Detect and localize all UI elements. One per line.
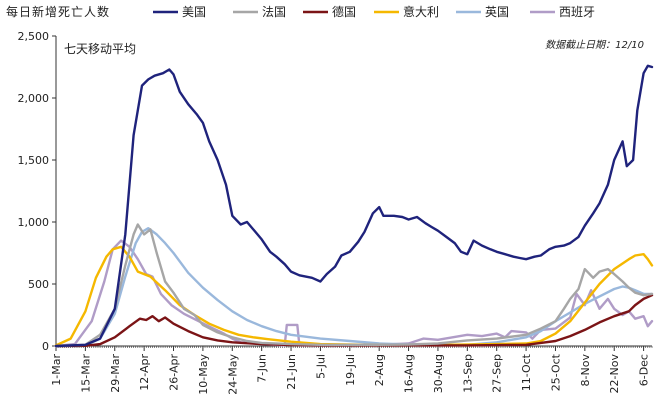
x-tick-label: 13-Sep	[461, 354, 474, 393]
x-tick-label: 19-Jul	[344, 354, 357, 386]
data-cutoff-note: 数据截止日期：12/10	[545, 39, 644, 51]
series-line	[54, 223, 654, 348]
x-tick-label: 12-Apr	[138, 354, 151, 391]
y-tick-label: 1,000	[18, 216, 50, 229]
y-tick-label: 1,500	[18, 154, 50, 167]
chart-title: 每日新增死亡人数	[6, 4, 110, 19]
x-tick-label: 2-Aug	[373, 354, 386, 386]
legend-label: 美国	[182, 5, 206, 19]
plot-area	[54, 64, 654, 348]
series-line	[54, 245, 654, 347]
legend-label: 德国	[332, 4, 356, 19]
y-axis: 0 500 1,000 1,500 2,000 2,500	[18, 30, 57, 353]
y-tick-label: 2,000	[18, 92, 50, 105]
x-tick-label: 1-Mar	[50, 354, 63, 386]
x-tick-label: 22-Nov	[608, 354, 621, 394]
series-line	[54, 294, 654, 348]
legend-label: 英国	[485, 5, 509, 19]
x-tick-label: 25-Oct	[549, 353, 562, 391]
x-tick-label: 5-Jul	[314, 354, 327, 379]
y-tick-label: 2,500	[18, 30, 50, 43]
x-tick-label: 6-Dec	[638, 354, 651, 386]
legend-label: 意大利	[403, 4, 439, 19]
x-tick-label: 29-Mar	[109, 354, 122, 393]
x-tick-label: 26-Apr	[168, 354, 181, 391]
x-tick-label: 27-Sep	[491, 354, 504, 393]
series-line	[54, 64, 654, 348]
legend-label: 法国	[262, 5, 286, 19]
x-tick-label: 15-Mar	[79, 354, 92, 393]
y-tick-label: 0	[42, 340, 49, 353]
x-tick-label: 11-Oct	[520, 353, 533, 391]
x-tick-label: 8-Nov	[579, 354, 592, 387]
legend-label: 西班牙	[559, 5, 595, 19]
chart-subtitle: 七天移动平均	[64, 42, 136, 56]
y-tick-label: 500	[28, 278, 49, 291]
x-tick-label: 16-Aug	[403, 354, 416, 393]
x-axis: 1-Mar 15-Mar 29-Mar 12-Apr 26-Apr 10-May 24-Ma…	[50, 345, 653, 395]
legend: 美国 法国 德国 意大利 英国 西班牙	[153, 4, 595, 19]
x-tick-label: 30-Aug	[432, 354, 445, 393]
x-tick-label: 21-Jun	[285, 354, 298, 390]
series-line	[54, 239, 654, 348]
x-tick-label: 7-Jun	[256, 354, 269, 383]
x-tick-label: 24-May	[226, 354, 239, 395]
x-tick-label: 10-May	[197, 354, 210, 395]
